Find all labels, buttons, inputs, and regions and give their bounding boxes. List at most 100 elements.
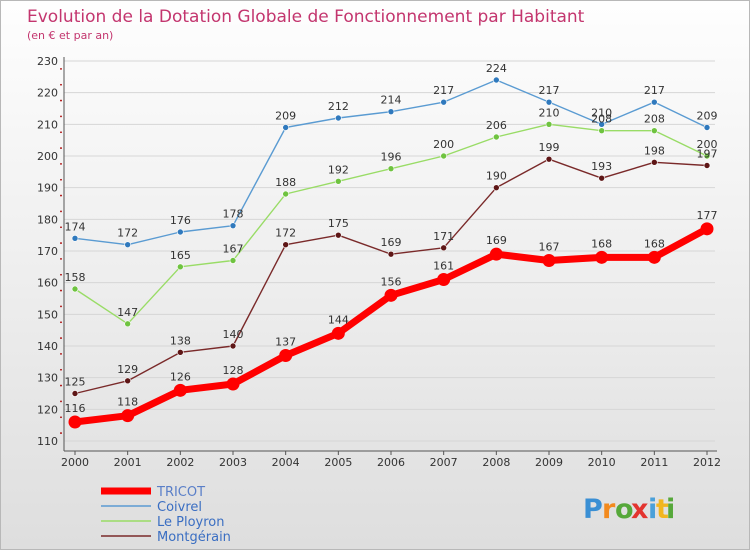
data-label-coivrel: 209 (275, 110, 296, 123)
y-tick-label: 140 (37, 340, 58, 353)
logo-letter: t (656, 494, 669, 525)
x-tick-label: 2006 (377, 456, 405, 469)
data-label-le-ployron: 147 (117, 306, 138, 319)
data-point-coivrel (440, 98, 447, 106)
y-tick-label: 180 (37, 213, 58, 226)
y-minor-tick (60, 147, 62, 149)
data-point-tricot (173, 383, 187, 397)
data-label-le-ployron: 158 (65, 271, 86, 284)
data-label-montg-rain: 193 (591, 160, 612, 173)
data-label-montg-rain: 140 (223, 328, 244, 341)
data-label-tricot: 118 (117, 396, 138, 409)
y-minor-tick (60, 400, 62, 403)
data-label-montg-rain: 125 (65, 376, 86, 389)
data-label-le-ployron: 200 (433, 138, 454, 151)
data-label-tricot: 177 (697, 209, 718, 222)
legend-label: Coivrel (157, 500, 202, 515)
y-tick-label: 130 (37, 372, 58, 385)
data-point-montg-rain (335, 231, 342, 239)
data-label-le-ployron: 208 (644, 113, 665, 126)
data-point-coivrel (71, 235, 79, 242)
x-tick-label: 2004 (272, 456, 300, 469)
data-label-montg-rain: 199 (539, 141, 560, 154)
data-label-tricot: 169 (486, 234, 507, 247)
logo-letter: r (602, 494, 616, 525)
data-label-montg-rain: 190 (486, 170, 507, 183)
data-point-montg-rain (177, 349, 184, 356)
data-label-tricot: 126 (170, 370, 191, 383)
y-minor-tick (60, 178, 62, 181)
data-point-coivrel (703, 124, 711, 131)
y-minor-tick (60, 353, 62, 355)
legend-label: Montgérain (157, 530, 231, 545)
y-tick-label: 120 (37, 403, 58, 416)
data-labels: 174 172 176 178 209 212 214 217 224 217 210 217 209 1… (65, 62, 718, 415)
data-label-le-ployron: 188 (275, 176, 296, 189)
data-point-tricot (331, 326, 345, 340)
data-point-montg-rain (124, 377, 131, 385)
data-point-le-ployron (598, 127, 605, 134)
y-minor-tick (60, 194, 62, 197)
x-tick-label: 2007 (430, 456, 458, 469)
y-minor-tick (60, 242, 62, 244)
logo-letter: o (615, 494, 634, 525)
data-label-montg-rain: 197 (697, 148, 718, 161)
data-label-coivrel: 217 (644, 84, 665, 97)
chart-title: Evolution de la Dotation Globale de Fonc… (27, 7, 585, 27)
data-point-montg-rain (387, 250, 395, 258)
y-tick-label: 200 (37, 150, 58, 163)
y-minor-tick (60, 305, 62, 308)
data-label-coivrel: 172 (117, 227, 138, 240)
y-tick-label: 210 (37, 118, 58, 131)
data-point-montg-rain (71, 390, 79, 397)
chart-subtitle: (en € et par an) (27, 29, 113, 42)
data-point-le-ployron (651, 127, 658, 134)
data-label-coivrel: 174 (65, 220, 86, 233)
data-point-tricot (68, 415, 82, 429)
data-point-tricot (384, 288, 398, 302)
data-label-coivrel: 224 (486, 62, 507, 75)
data-point-tricot (542, 254, 556, 267)
data-point-montg-rain (493, 184, 500, 191)
x-tick-label: 2000 (61, 456, 89, 469)
logo-letter: x (631, 494, 648, 525)
data-label-tricot: 167 (539, 241, 560, 254)
x-tick-label: 2010 (588, 456, 616, 469)
data-point-montg-rain (229, 342, 237, 350)
data-point-tricot (226, 377, 240, 391)
x-tick-label: 2011 (640, 456, 668, 469)
data-label-tricot: 128 (223, 364, 244, 377)
x-tick-label: 2005 (324, 456, 352, 469)
data-label-le-ployron: 208 (591, 113, 612, 126)
x-tick-label: 2002 (166, 456, 194, 469)
data-point-le-ployron (440, 152, 447, 160)
data-point-coivrel (335, 114, 342, 122)
data-label-le-ployron: 165 (170, 249, 191, 262)
axes: 110 120 130 140 150 160 170 180 190 200 210 220 230 2… (37, 55, 721, 469)
logo-letter: P (583, 494, 603, 525)
data-label-montg-rain: 171 (433, 230, 454, 243)
data-point-le-ployron (335, 178, 342, 185)
y-tick-label: 190 (37, 182, 58, 195)
data-label-montg-rain: 172 (275, 227, 296, 240)
data-label-le-ployron: 167 (223, 243, 244, 256)
data-point-coivrel (177, 228, 184, 236)
data-label-tricot: 156 (381, 275, 402, 288)
data-point-coivrel (598, 121, 605, 128)
y-minor-tick (60, 226, 62, 229)
data-label-montg-rain: 198 (644, 144, 665, 157)
data-label-coivrel: 210 (591, 106, 612, 119)
data-point-montg-rain (545, 155, 553, 163)
y-tick-label: 220 (37, 87, 58, 100)
data-label-tricot: 116 (65, 402, 86, 415)
data-point-le-ployron (493, 133, 500, 141)
x-tick-label: 2003 (219, 456, 247, 469)
data-label-tricot: 168 (644, 237, 665, 250)
logo-letter: i (666, 494, 675, 525)
logo-letter: i (648, 494, 657, 525)
data-point-coivrel (651, 98, 658, 106)
data-label-coivrel: 212 (328, 100, 349, 113)
data-point-coivrel (493, 76, 500, 84)
